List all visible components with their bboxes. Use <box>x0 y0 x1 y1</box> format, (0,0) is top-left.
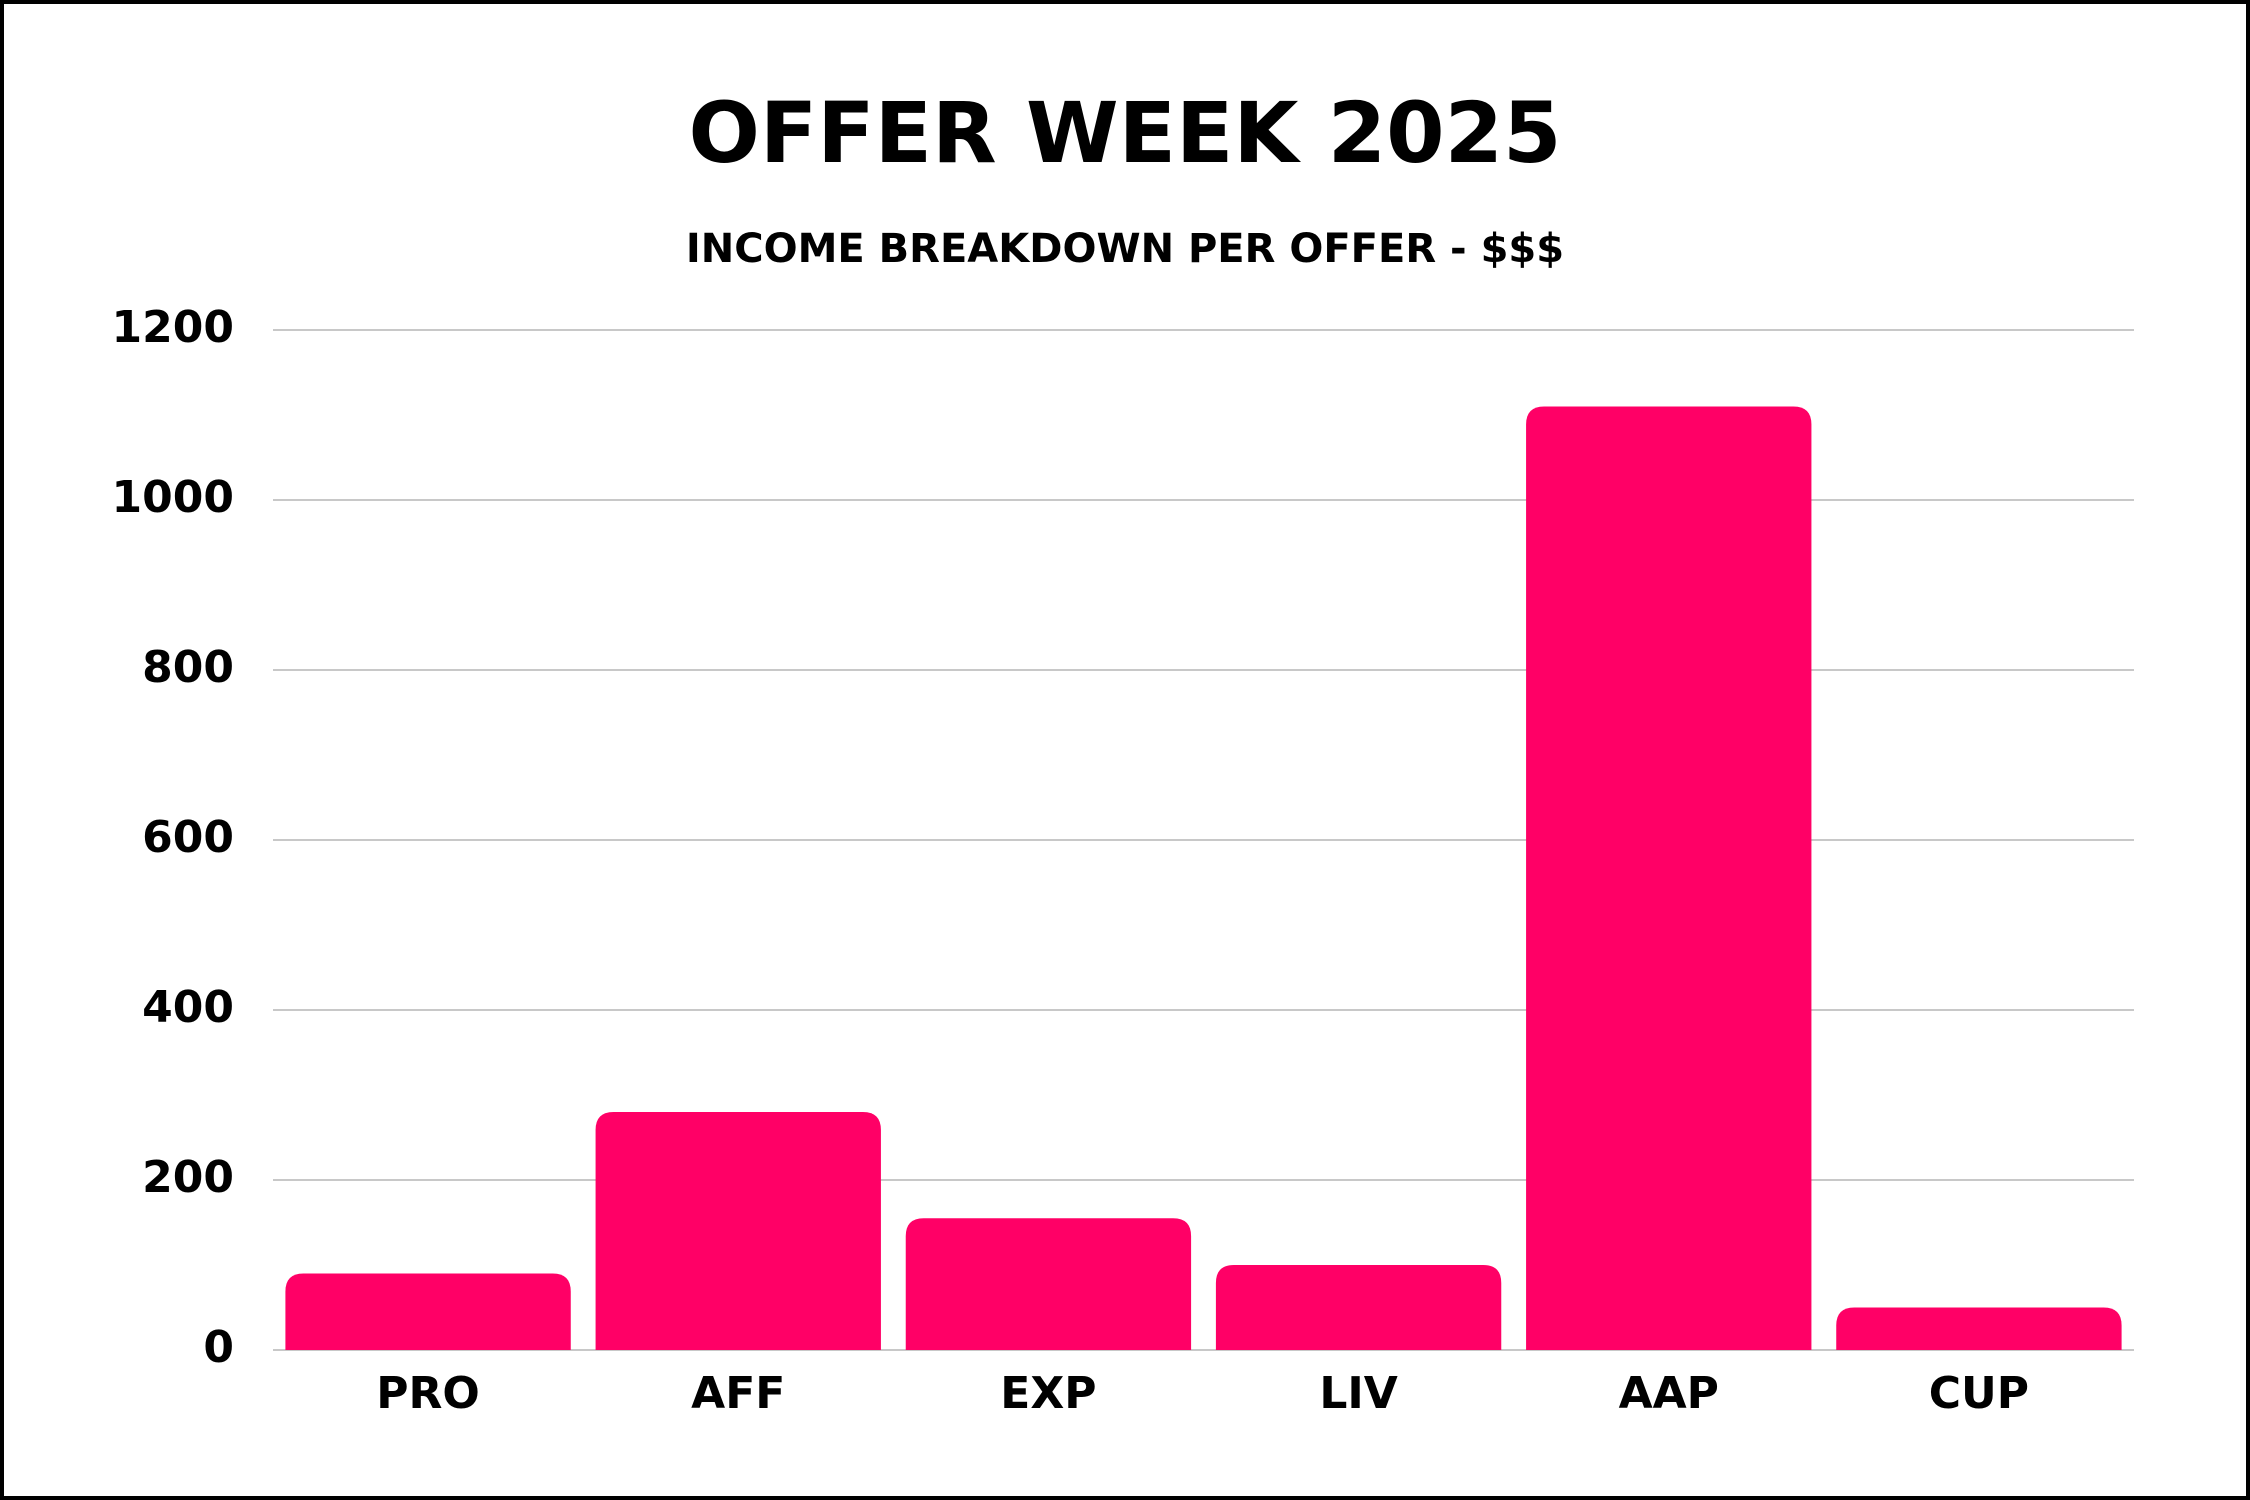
y-tick-label: 1000 <box>112 472 234 523</box>
bar <box>1526 406 1812 1350</box>
bar <box>1836 1307 2122 1350</box>
bar <box>285 1273 571 1350</box>
y-tick-label: 1200 <box>112 302 234 353</box>
y-tick-label: 0 <box>203 1322 234 1373</box>
y-tick-label: 400 <box>142 982 234 1033</box>
x-tick-label: LIV <box>1319 1368 1397 1419</box>
x-tick-label: CUP <box>1929 1368 2029 1419</box>
chart-title: OFFER WEEK 2025 <box>688 84 1561 182</box>
y-tick-label: 800 <box>142 642 234 693</box>
bar <box>595 1112 881 1350</box>
x-tick-label: PRO <box>376 1368 480 1419</box>
chart-subtitle: INCOME BREAKDOWN PER OFFER - $$$ <box>686 226 1564 272</box>
bar <box>905 1218 1192 1350</box>
x-tick-label: AAP <box>1619 1368 1719 1419</box>
x-tick-label: AFF <box>691 1368 785 1419</box>
x-tick-label: EXP <box>1000 1368 1096 1419</box>
bar <box>1215 1265 1502 1350</box>
y-tick-label: 200 <box>142 1152 234 1203</box>
y-tick-label: 600 <box>142 812 234 863</box>
